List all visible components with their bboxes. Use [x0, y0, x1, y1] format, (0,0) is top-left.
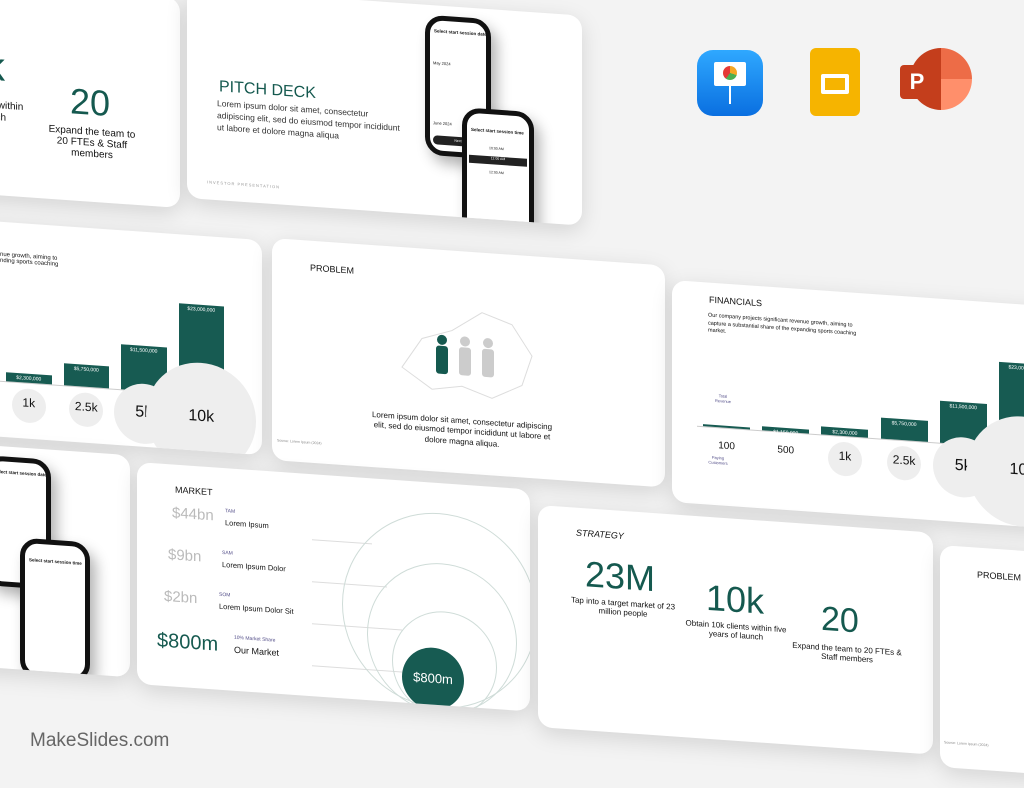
bar: $5,750,000: [880, 417, 928, 442]
person-icon: [436, 334, 448, 375]
axis-label: Paying Customers: [708, 454, 728, 466]
bar: $1,150,000: [762, 426, 810, 437]
stat-text: Obtain 10k clients within five years of …: [685, 618, 787, 642]
bar-chart: 100 $1,150,000 500 $2,300,000 1k $5,750,000 2.…: [697, 341, 1024, 529]
market-label: Lorem Ipsum Dolor Sit: [219, 601, 294, 616]
market-tag: 10% Market Share: [234, 634, 276, 644]
phone-mockup-time: Select start session time: [20, 537, 90, 678]
stat-text: s within: [0, 100, 24, 114]
stat-value: 23M: [585, 553, 656, 600]
category-label: 2.5k: [892, 452, 916, 469]
stat-value: k: [0, 44, 5, 90]
stat-text: Tap into a target market of 23 million p…: [570, 595, 676, 619]
slide-title: STRATEGY: [576, 527, 624, 542]
market-tag: SAM: [222, 549, 233, 557]
market-label: Our Market: [234, 644, 280, 658]
market-value: $9bn: [168, 546, 202, 566]
bar-chart: $2,300,000 1k $5,750,000 2.5k $11,500,000 5k $…: [0, 291, 257, 456]
person-icon: [459, 336, 494, 378]
stat-value: 20: [70, 80, 111, 125]
stat-text: Expand the team to 20 FTEs & Staff membe…: [792, 640, 902, 665]
slide-body: nue growth, aiming to nding sports coach…: [0, 251, 59, 268]
slide-title: MARKET: [175, 484, 213, 498]
bar-value-label: $11,500,000: [949, 402, 977, 411]
bar: [703, 424, 751, 430]
bar-value-label: $11,500,000: [130, 346, 158, 355]
slide-footer: INVESTOR PRESENTATION: [207, 179, 281, 190]
bar-value-label: $23,000,000: [1008, 364, 1024, 373]
stat-text: nch: [0, 111, 7, 124]
market-label: Lorem Ipsum Dolor: [222, 559, 286, 574]
slide-title: FINANCIALS: [709, 294, 763, 309]
google-slides-icon: [810, 48, 860, 116]
slide-title: PROBLEM: [977, 569, 1022, 583]
market-tag: TAM: [225, 508, 236, 515]
powerpoint-icon: P: [900, 48, 972, 118]
category-label: 1k: [838, 448, 852, 464]
market-value: $800m: [157, 629, 219, 656]
slide-strategy[interactable]: STRATEGY 23M Tap into a target market of…: [538, 505, 933, 755]
bar-value-label: $2,300,000: [16, 374, 42, 383]
keynote-icon: [697, 50, 763, 116]
slide-problem-partial[interactable]: PROBLEM Source: Lorem Ipsum (2024): [940, 545, 1024, 788]
category-label: 1k: [22, 395, 36, 411]
phone-mockup-time: Select start session time 10:00 AM 11:00…: [462, 107, 534, 226]
slide-financials[interactable]: FINANCIALS Our company projects signific…: [672, 280, 1024, 529]
brand-watermark: MakeSlides.com: [30, 730, 170, 751]
slide-body: Lorem ipsum dolor sit amet, consectetur …: [217, 98, 400, 141]
category-label: 500: [777, 444, 795, 457]
bar: $2,300,000: [6, 372, 52, 385]
bar-value-label: $5,750,000: [73, 365, 99, 374]
bar-value-label: $1,150,000: [773, 428, 799, 437]
slide-body: Our company projects significant revenue…: [708, 312, 857, 337]
source-note: Source: Lorem Ipsum (2024): [277, 438, 322, 446]
bar: $5,750,000: [63, 362, 109, 389]
bar-value-label: $5,750,000: [891, 420, 917, 428]
source-note: Source: Lorem Ipsum (2024): [944, 740, 989, 748]
slide-financials-partial[interactable]: nue growth, aiming to nding sports coach…: [0, 212, 262, 456]
slide-pitch-deck[interactable]: PITCH DECK Lorem ipsum dolor sit amet, c…: [187, 0, 582, 226]
stat-text: Expand the team to 20 FTEs & Staff membe…: [48, 123, 136, 162]
slide-problem[interactable]: PROBLEM Lorem ipsum dolor sit amet, cons…: [272, 238, 665, 488]
map-illustration: [401, 312, 533, 399]
bar: $2,300,000: [821, 425, 869, 438]
category-label: 2.5k: [74, 399, 98, 415]
stat-value: 20: [821, 599, 859, 641]
slide-strategy-partial[interactable]: k s within nch 20 Expand the team to 20 …: [0, 0, 180, 208]
stat-value: 10k: [706, 576, 765, 622]
market-tag: SOM: [219, 591, 231, 599]
slide-body: Lorem ipsum dolor sit amet, consectetur …: [371, 409, 553, 449]
bar-value-label: $2,300,000: [832, 428, 858, 437]
bar-value-label: [703, 426, 750, 429]
slide-product-partial[interactable]: Select start session date Select start s…: [0, 428, 130, 678]
market-value: $2bn: [164, 587, 198, 608]
bar-value-label: $23,000,000: [187, 305, 216, 314]
market-value: $44bn: [172, 504, 214, 525]
category-label: 100: [718, 440, 735, 453]
market-label: Lorem Ipsum: [225, 518, 269, 531]
slide-title: PROBLEM: [310, 262, 355, 276]
slide-market[interactable]: MARKET $44bn TAM Lorem Ipsum $9bn SAM Lo…: [137, 462, 530, 712]
